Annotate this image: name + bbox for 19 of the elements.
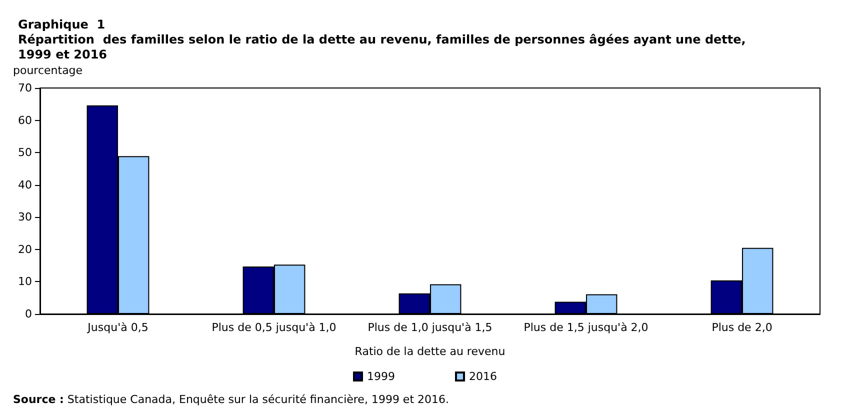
chart-title: Graphique 1 Répartition des familles selon le ratio de la dette au revenu, familles de personnes âgées ayant une dette, 1999 et 2016 <box>18 18 746 62</box>
x-tick-label: Plus de 1,5 jusqu'à 2,0 <box>524 321 648 334</box>
y-tick-label: 10 <box>18 275 32 288</box>
y-axis-title: pourcentage <box>13 64 83 77</box>
y-tick-label: 30 <box>18 210 32 224</box>
y-tick-label: 60 <box>18 114 32 127</box>
y-tick-label: 20 <box>18 242 32 256</box>
y-tick-label: 70 <box>18 82 32 94</box>
x-tick-label: Jusqu'à 0,5 <box>86 321 148 334</box>
x-tick-label: Plus de 0,5 jusqu'à 1,0 <box>212 321 336 334</box>
y-tick-label: 40 <box>18 178 32 192</box>
y-tick-label: 50 <box>18 146 32 160</box>
x-tick-label: Plus de 1,0 jusqu'à 1,5 <box>368 321 492 334</box>
x-tick-label: Plus de 2,0 <box>712 321 772 334</box>
legend-label: 2016 <box>469 370 497 383</box>
x-axis-title: Ratio de la dette au revenu <box>354 345 506 358</box>
legend-label: 1999 <box>367 370 396 383</box>
source-note: Source : Statistique Canada, Enquête sur la sécurité financière, 1999 et 2016. <box>13 393 450 406</box>
y-tick-label: 0 <box>25 308 32 320</box>
